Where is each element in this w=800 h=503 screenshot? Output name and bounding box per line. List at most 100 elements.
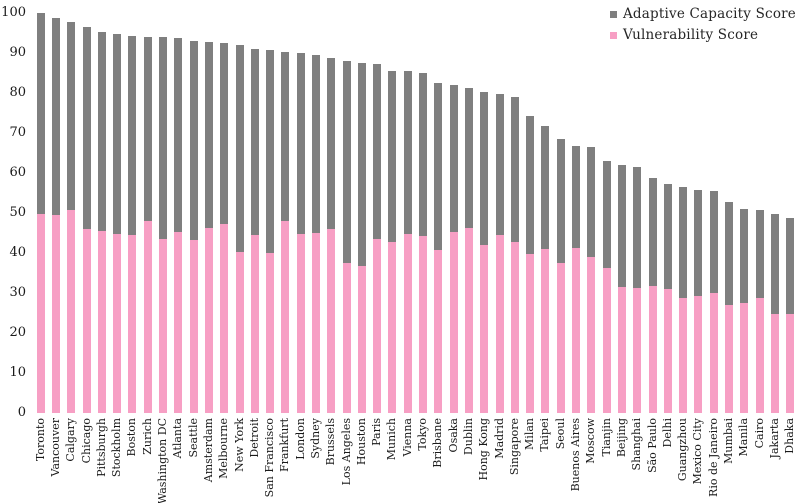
stacked-bar — [648, 177, 657, 413]
stacked-bar — [740, 209, 749, 413]
bar-slot: Stockholm — [109, 12, 124, 477]
bar-segment-vulnerability — [327, 229, 336, 413]
bar-segment-vulnerability — [770, 314, 779, 413]
x-axis-label: Buenos Aires — [569, 418, 583, 492]
stacked-bar — [327, 58, 336, 413]
bar-slot: Rio de Janeiro — [706, 12, 721, 497]
bar-segment-adaptive-capacity — [740, 209, 749, 303]
bar-segment-vulnerability — [464, 227, 473, 413]
stacked-bar — [235, 45, 244, 413]
bar-slot: Beijing — [614, 12, 629, 457]
y-tick-label: 70 — [9, 125, 26, 141]
bar-segment-vulnerability — [357, 265, 366, 413]
bar-slot: Manila — [737, 12, 752, 457]
bar-segment-vulnerability — [250, 234, 259, 413]
bar-segment-vulnerability — [556, 263, 565, 413]
bar-segment-vulnerability — [235, 251, 244, 413]
bar-slot: Guangzhou — [675, 12, 690, 481]
bar-segment-adaptive-capacity — [449, 85, 458, 233]
stacked-bar — [725, 202, 733, 413]
y-tick-label: 80 — [9, 85, 26, 101]
bar-slot: San Francisco — [262, 12, 277, 497]
x-axis-label: New York — [232, 418, 246, 472]
stacked-bar — [143, 37, 152, 413]
stacked-bar — [220, 43, 229, 413]
bar-slot: Toronto — [33, 12, 48, 461]
bar-segment-vulnerability — [740, 302, 749, 413]
y-tick-label: 50 — [9, 205, 26, 221]
x-axis-label: Osaka — [446, 418, 460, 453]
bar-segment-vulnerability — [510, 241, 519, 413]
bar-segment-adaptive-capacity — [617, 165, 626, 287]
stacked-bar — [373, 63, 382, 413]
x-axis-label: Toronto — [33, 418, 47, 462]
x-axis-label: Stockholm — [110, 418, 124, 478]
bar-slot: Zurich — [140, 12, 155, 455]
x-axis-label: Munich — [385, 418, 399, 461]
bar-slot: Mexico City — [691, 12, 706, 484]
bar-segment-adaptive-capacity — [648, 177, 657, 286]
stacked-bar — [541, 126, 550, 413]
stacked-bar — [281, 51, 290, 413]
y-tick-label: 20 — [9, 325, 26, 341]
bar-segment-vulnerability — [648, 285, 657, 413]
bar-slot: Tianjin — [599, 12, 614, 457]
stacked-bar — [357, 63, 366, 413]
bar-segment-vulnerability — [419, 235, 428, 413]
stacked-bar — [204, 41, 213, 413]
bar-segment-adaptive-capacity — [419, 72, 428, 236]
bar-segment-adaptive-capacity — [434, 83, 443, 250]
bar-slot: Jakarta — [767, 12, 782, 458]
bar-segment-adaptive-capacity — [128, 35, 137, 236]
stacked-bar — [51, 18, 60, 413]
bar-segment-vulnerability — [113, 234, 122, 413]
bar-slot: Taipei — [538, 12, 553, 452]
x-axis-label: Melbourne — [217, 418, 231, 479]
bar-segment-vulnerability — [67, 209, 76, 413]
stacked-bar — [36, 13, 45, 413]
stacked-bar — [464, 87, 473, 413]
bar-segment-adaptive-capacity — [464, 87, 473, 228]
stacked-bar — [296, 53, 305, 413]
bar-segment-adaptive-capacity — [572, 145, 581, 248]
bar-slot: Madrid — [492, 12, 507, 459]
bar-slot: Vancouver — [48, 12, 63, 476]
x-axis-label: São Paulo — [645, 418, 659, 473]
bar-segment-vulnerability — [617, 286, 626, 413]
x-axis-label: Seattle — [186, 418, 200, 458]
legend-item-vulnerability: Vulnerability Score — [609, 27, 796, 43]
x-axis-label: Dublin — [461, 418, 475, 456]
x-axis-label: Dhaka — [783, 418, 797, 454]
bar-segment-vulnerability — [159, 239, 168, 413]
bar-slot: Atlanta — [171, 12, 186, 458]
x-axis-label: Beijing — [614, 418, 628, 458]
bar-slot: London — [293, 12, 308, 460]
bar-segment-vulnerability — [174, 231, 183, 413]
x-axis-label: Brussels — [324, 418, 338, 466]
bar-segment-vulnerability — [694, 296, 703, 413]
bar-segment-adaptive-capacity — [755, 210, 764, 298]
bar-slot: São Paulo — [645, 12, 660, 473]
bar-slot: Washington DC — [155, 12, 170, 503]
bar-segment-vulnerability — [128, 235, 137, 413]
x-axis-label: Madrid — [492, 418, 506, 459]
stacked-bar — [526, 116, 535, 413]
bar-slot: Vienna — [400, 12, 415, 457]
stacked-bar — [495, 94, 504, 413]
bar-segment-adaptive-capacity — [113, 33, 122, 235]
bar-slot: Shanghai — [630, 12, 645, 470]
bar-segment-vulnerability — [204, 227, 213, 413]
bar-slot: Boston — [125, 12, 140, 456]
bar-segment-vulnerability — [725, 305, 733, 413]
x-axis-label: Houston — [354, 418, 368, 466]
stacked-bar — [587, 147, 596, 413]
bar-segment-adaptive-capacity — [725, 202, 733, 306]
x-axis-label: Tianjin — [599, 418, 613, 457]
bar-segment-adaptive-capacity — [159, 37, 168, 240]
x-axis-label: Calgary — [64, 418, 78, 462]
x-axis-label: Atlanta — [171, 418, 185, 459]
bar-segment-vulnerability — [36, 213, 45, 413]
bar-segment-vulnerability — [266, 253, 275, 413]
legend-label-adaptive-capacity: Adaptive Capacity Score — [622, 6, 796, 22]
